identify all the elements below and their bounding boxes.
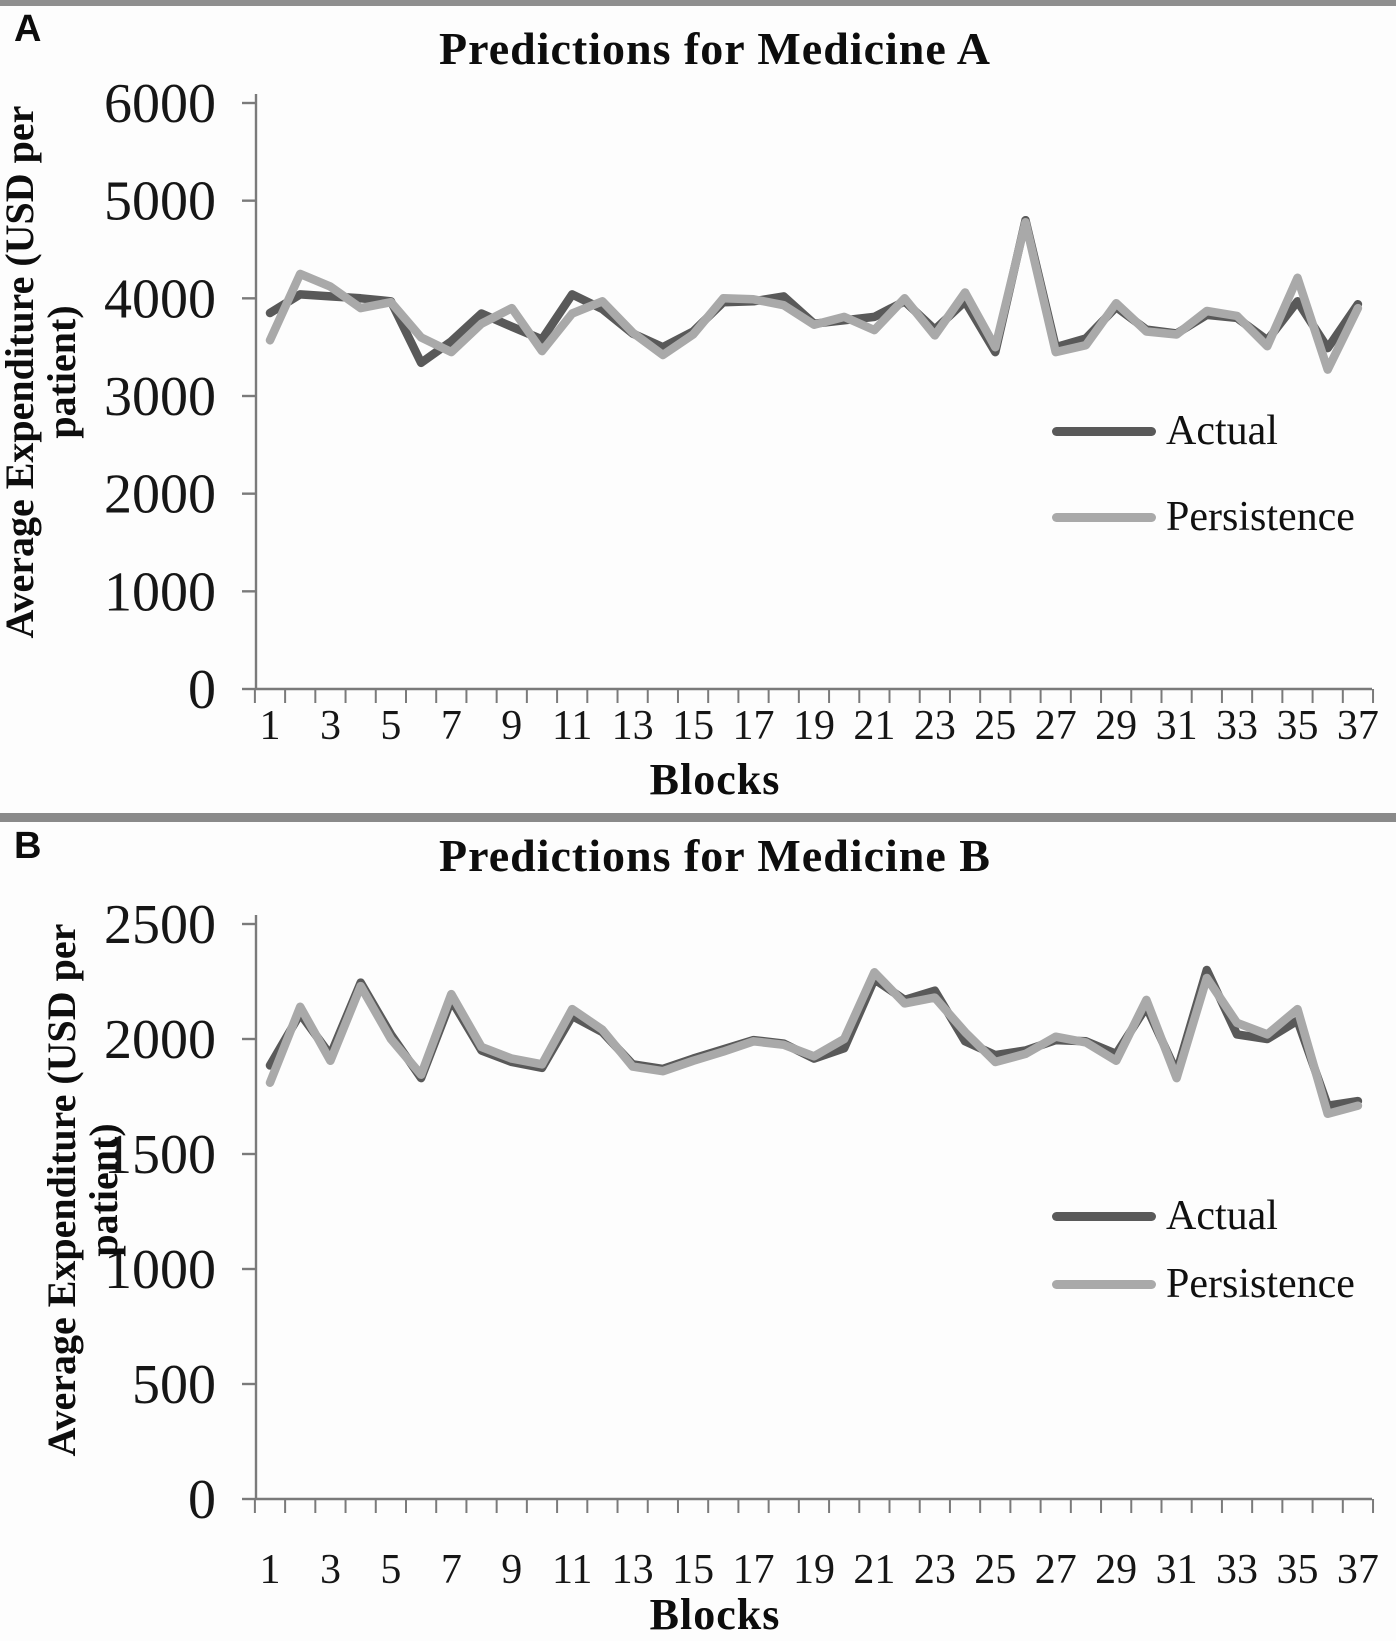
chart-a-legend: Actual Persistence — [1052, 406, 1355, 542]
x-tick-label: 21 — [853, 703, 895, 749]
legend-item-persistence: Persistence — [1052, 492, 1355, 542]
x-tick-label: 15 — [672, 1547, 714, 1593]
actual-line-swatch — [1052, 1211, 1156, 1221]
legend-item-persistence: Persistence — [1052, 1259, 1355, 1309]
legend-item-actual: Actual — [1052, 1191, 1355, 1241]
y-axis-title-line2: patient) — [81, 1123, 126, 1257]
y-tick-label: 1000 — [104, 1239, 216, 1301]
x-tick-label: 3 — [320, 1547, 341, 1593]
x-tick-label: 27 — [1035, 703, 1077, 749]
y-axis-title-line1: Average Expenditure (USD per — [0, 105, 42, 639]
y-tick-label: 2000 — [104, 1009, 216, 1071]
x-tick-label: 25 — [974, 1547, 1016, 1593]
legend-label-persistence: Persistence — [1166, 1261, 1355, 1307]
y-axis-title-line1: Average Expenditure (USD per — [39, 923, 84, 1457]
legend-label-persistence: Persistence — [1166, 494, 1355, 540]
x-tick-label: 25 — [974, 703, 1016, 749]
x-tick-label: 23 — [914, 1547, 956, 1593]
x-tick-label: 35 — [1276, 703, 1318, 749]
x-tick-label: 23 — [914, 703, 956, 749]
x-tick-label: 5 — [380, 703, 401, 749]
chart-b-title: Predictions for Medicine B — [439, 830, 991, 881]
x-tick-label: 9 — [501, 1547, 522, 1593]
x-tick-label: 21 — [853, 1547, 895, 1593]
x-tick-label: 7 — [441, 1547, 462, 1593]
persistence-line-swatch — [1052, 1279, 1156, 1289]
x-tick-label: 31 — [1156, 703, 1198, 749]
panel-b-letter: B — [14, 825, 42, 867]
legend-item-actual: Actual — [1052, 406, 1355, 456]
series-line-persistence — [265, 968, 1363, 1119]
y-tick-label: 5000 — [104, 171, 216, 233]
x-tick-label: 19 — [793, 1547, 835, 1593]
chart-a-y-axis-title: Average Expenditure (USD per patient) — [0, 72, 87, 672]
x-tick-label: 1 — [260, 1547, 281, 1593]
actual-line-swatch — [1052, 426, 1156, 436]
x-tick-label: 37 — [1337, 703, 1379, 749]
y-tick-label: 6000 — [104, 73, 216, 135]
chart-a-x-axis-title: Blocks — [649, 755, 781, 804]
y-tick-label: 2500 — [104, 894, 216, 956]
panel-a: 0 1000 2000 3000 4000 5000 6000 1 3 5 7 9 11 13 15 17 19… — [0, 6, 1396, 814]
chart-b-y-axis-title: Average Expenditure (USD per patient) — [39, 890, 129, 1490]
chart-b-x-axis-title: Blocks — [649, 1590, 781, 1639]
x-tick-label: 13 — [612, 703, 654, 749]
panel-divider — [0, 813, 1396, 822]
legend-label-actual: Actual — [1166, 408, 1278, 454]
x-tick-label: 9 — [501, 703, 522, 749]
y-tick-label: 2000 — [104, 464, 216, 526]
x-tick-label: 11 — [552, 1547, 592, 1593]
chart-b-legend: Actual Persistence — [1052, 1191, 1355, 1309]
x-tick-label: 29 — [1095, 703, 1137, 749]
y-tick-label: 1000 — [104, 561, 216, 623]
x-tick-label: 35 — [1276, 1547, 1318, 1593]
x-tick-label: 7 — [441, 703, 462, 749]
x-tick-label: 15 — [672, 703, 714, 749]
x-tick-label: 17 — [733, 1547, 775, 1593]
chart-a-title: Predictions for Medicine A — [439, 23, 991, 74]
x-tick-label: 11 — [552, 703, 592, 749]
x-tick-label: 17 — [733, 703, 775, 749]
x-tick-label: 3 — [320, 703, 341, 749]
x-tick-label: 37 — [1337, 1547, 1379, 1593]
y-tick-label: 1500 — [104, 1124, 216, 1186]
y-tick-label: 3000 — [104, 366, 216, 428]
x-tick-label: 19 — [793, 703, 835, 749]
x-tick-label: 33 — [1216, 1547, 1258, 1593]
x-tick-label: 31 — [1156, 1547, 1198, 1593]
x-tick-label: 27 — [1035, 1547, 1077, 1593]
y-tick-label: 0 — [188, 659, 216, 721]
panel-b: 0 500 1000 1500 2000 2500 1 3 5 7 9 11 13 15 17 19 21 23 2… — [0, 823, 1396, 1641]
y-tick-label: 4000 — [104, 268, 216, 330]
top-border-bar — [0, 0, 1396, 6]
x-tick-label: 29 — [1095, 1547, 1137, 1593]
panel-a-letter: A — [14, 8, 42, 50]
y-tick-label: 500 — [132, 1354, 216, 1416]
legend-label-actual: Actual — [1166, 1193, 1278, 1239]
x-tick-label: 1 — [260, 703, 281, 749]
series-line-persistence — [265, 217, 1363, 374]
x-tick-label: 33 — [1216, 703, 1258, 749]
persistence-line-swatch — [1052, 512, 1156, 522]
y-tick-label: 0 — [188, 1469, 216, 1531]
x-tick-label: 5 — [380, 1547, 401, 1593]
x-tick-label: 13 — [612, 1547, 654, 1593]
y-axis-title-line2: patient) — [39, 305, 84, 439]
